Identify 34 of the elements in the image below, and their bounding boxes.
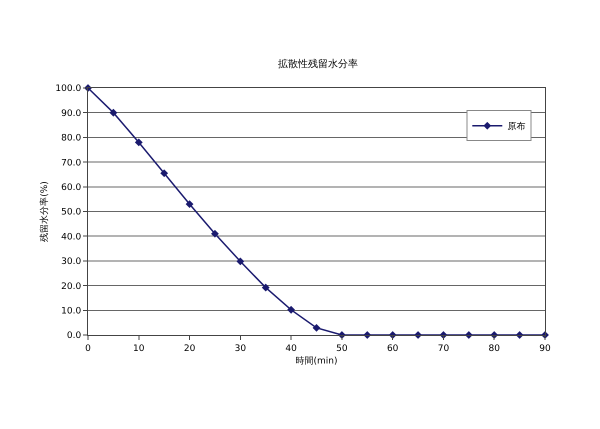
y-tick-label: 50.0 <box>61 208 82 218</box>
x-tick-label: 30 <box>234 344 246 354</box>
point <box>109 108 118 117</box>
y-tick-label: 20.0 <box>61 282 82 292</box>
legend-label: 原布 <box>507 121 526 132</box>
point <box>160 169 168 178</box>
x-tick-label: 20 <box>184 344 196 354</box>
y-axis-title: 残留水分率(%) <box>38 181 50 242</box>
y-tick-label: 80.0 <box>61 134 82 144</box>
y-tick-label: 60.0 <box>61 182 82 193</box>
point <box>134 138 143 146</box>
x-tick-label: 70 <box>438 344 450 354</box>
y-tick-label: 40.0 <box>61 232 82 242</box>
point <box>312 324 320 332</box>
y-tick-label: 90.0 <box>61 108 82 119</box>
y-tick-label: 10.0 <box>61 306 82 316</box>
point <box>186 200 194 208</box>
x-tick-label: 10 <box>133 344 145 354</box>
point <box>262 284 270 292</box>
x-tick-label: 40 <box>285 344 298 354</box>
y-tick-label: 70.0 <box>61 158 82 168</box>
y-tick-label: 100.0 <box>55 84 82 94</box>
x-axis-title: 時間(min) <box>296 356 338 367</box>
point <box>236 257 244 266</box>
y-tick-label: 0.0 <box>66 331 82 342</box>
point <box>287 306 296 314</box>
x-tick-label: 0 <box>85 344 92 354</box>
x-tick-label: 80 <box>488 344 500 354</box>
x-tick-label: 60 <box>386 344 399 354</box>
x-tick-label: 50 <box>336 344 348 354</box>
chart-title: 拡散性残留水分率 <box>278 58 358 70</box>
x-tick-label: 90 <box>539 344 551 354</box>
point <box>211 230 219 238</box>
y-tick-label: 30.0 <box>61 257 82 268</box>
